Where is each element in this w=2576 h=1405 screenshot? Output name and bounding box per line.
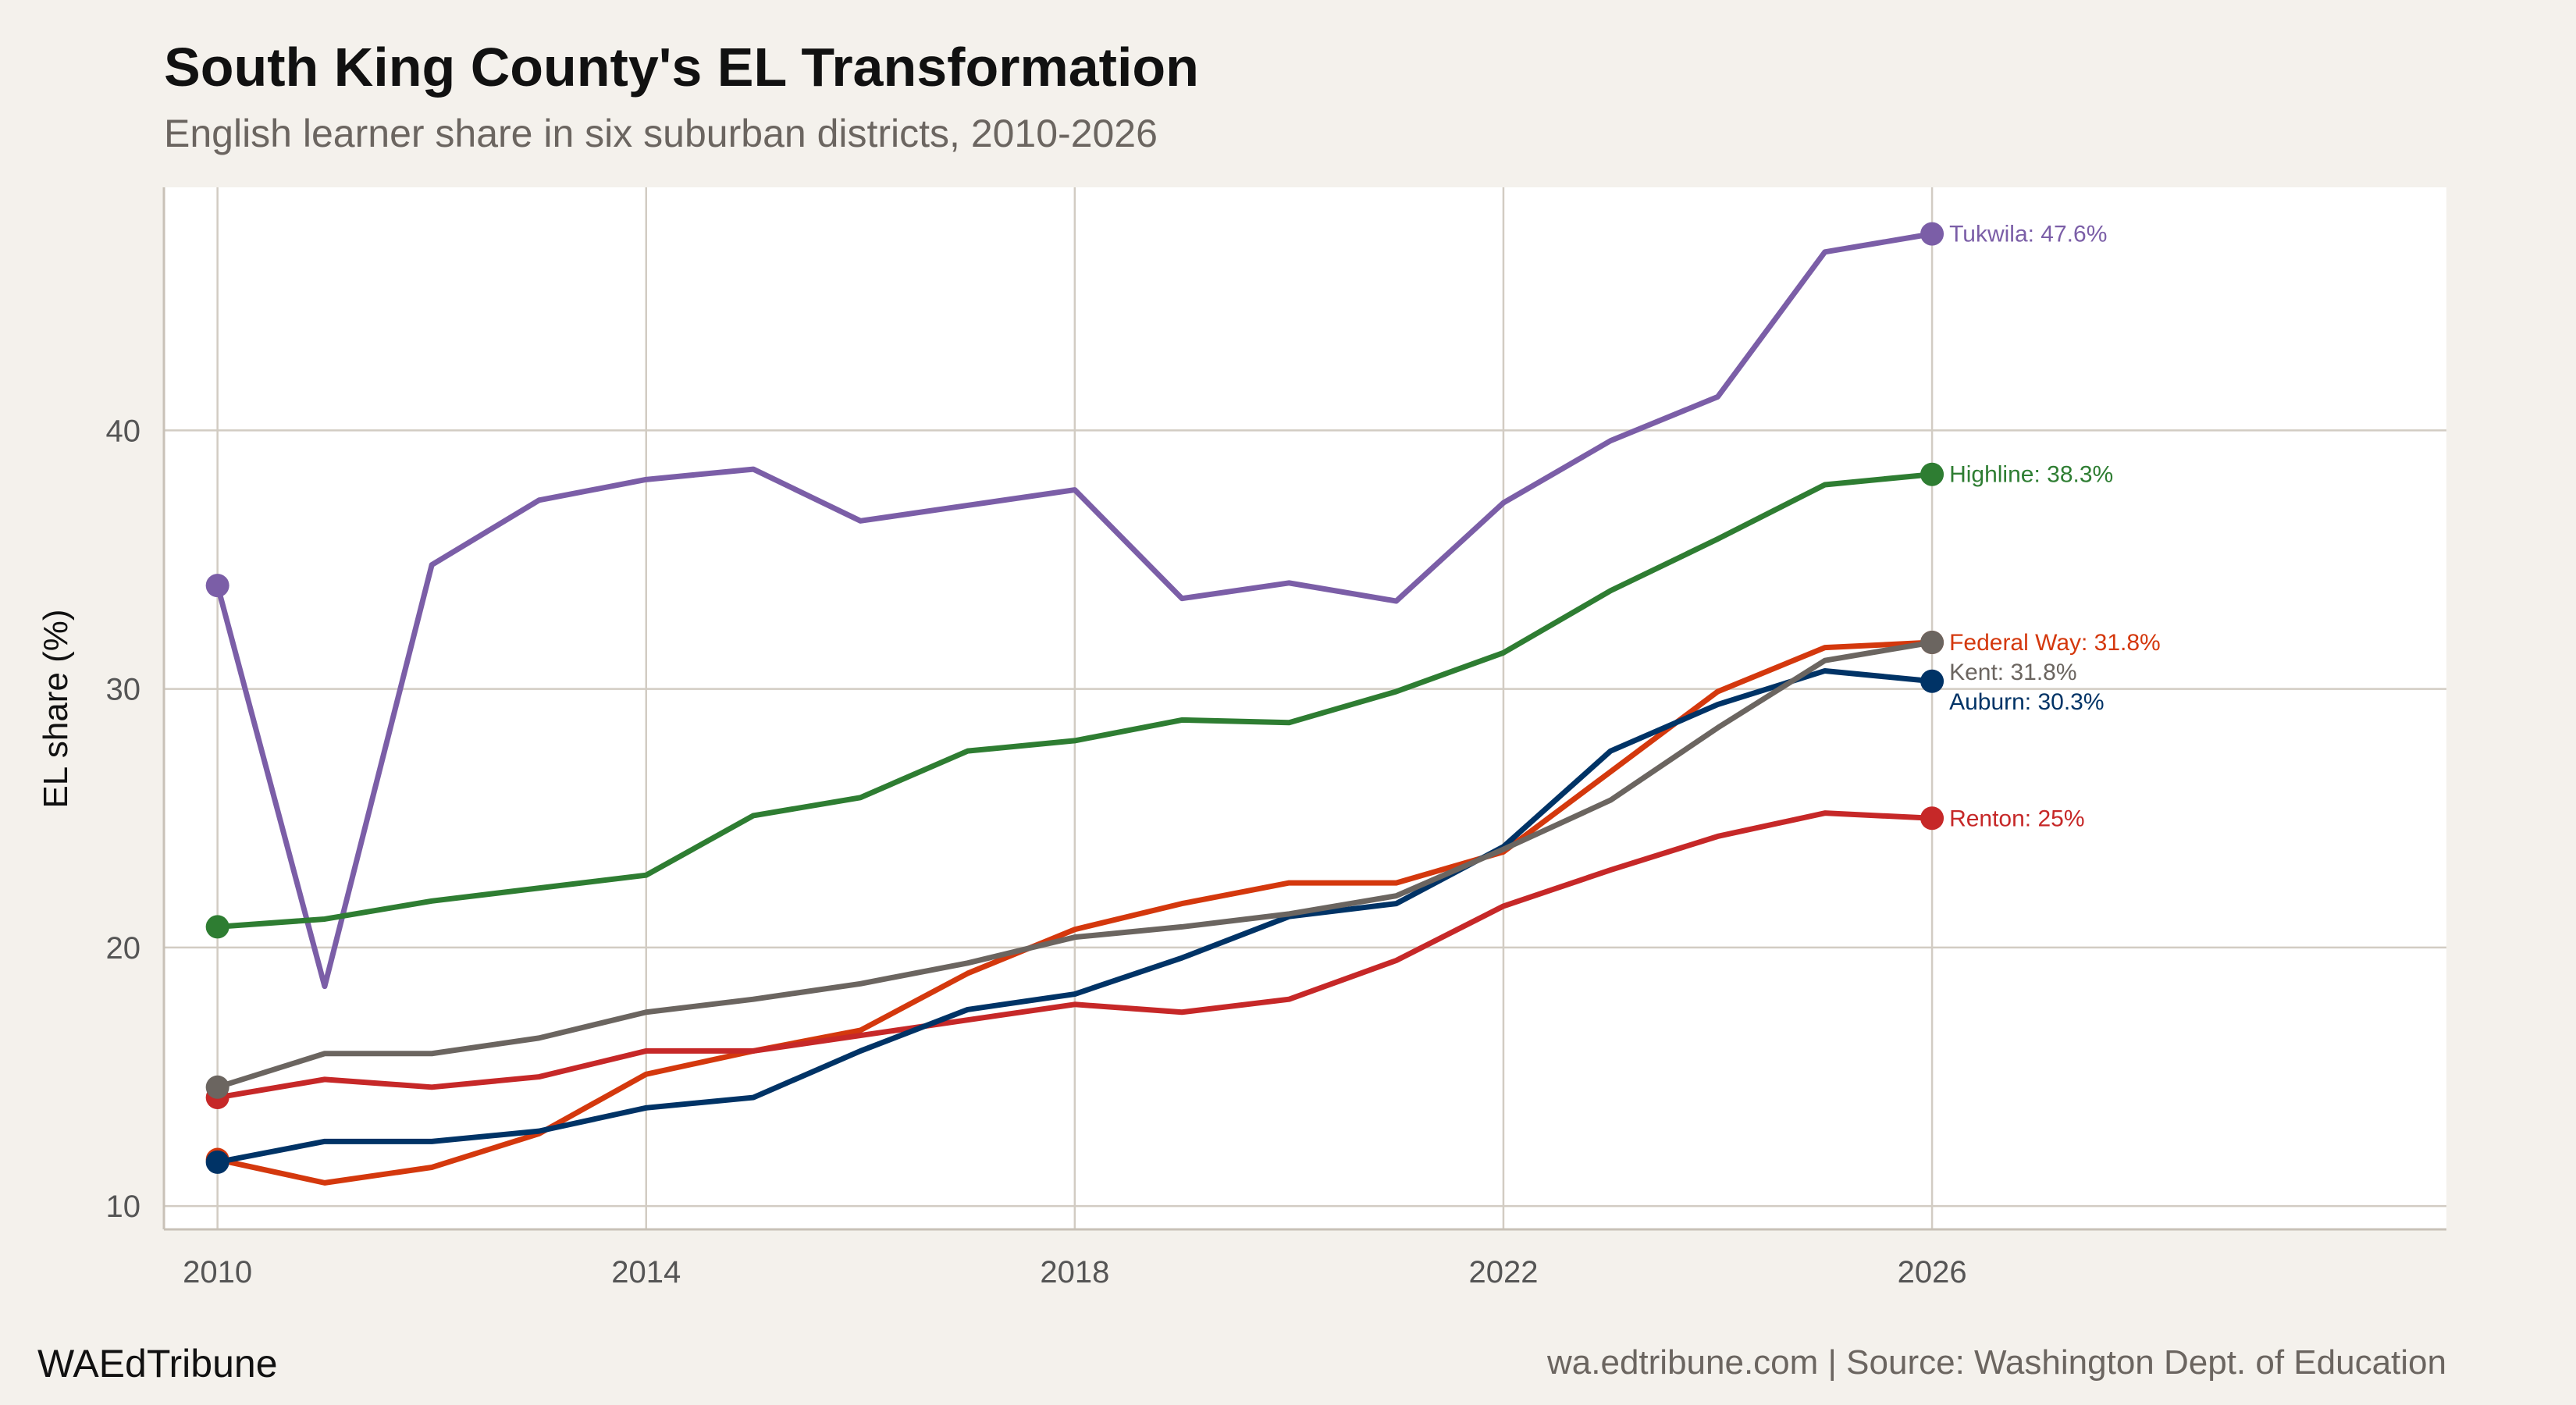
series-line — [217, 471, 1933, 930]
y-tick-label: 10 — [106, 1190, 141, 1224]
end-label: Tukwila: 47.6% — [1949, 222, 2107, 247]
end-label: Auburn: 30.3% — [1949, 689, 2104, 715]
series-highline — [205, 462, 1944, 939]
x-tick-label: 2014 — [611, 1255, 681, 1289]
end-label: Kent: 31.8% — [1949, 660, 2076, 685]
series-tukwila — [205, 222, 1944, 990]
plot-panel — [164, 187, 2446, 1229]
start-point — [205, 1075, 229, 1099]
gridlines — [164, 187, 2446, 1229]
series-lines — [205, 222, 1944, 1186]
end-label: Highline: 38.3% — [1949, 462, 2113, 488]
end-label: Federal Way: 31.8% — [1949, 630, 2161, 656]
end-point — [1920, 669, 1944, 693]
source-caption: wa.edtribune.com | Source: Washington De… — [1546, 1343, 2446, 1382]
end-point — [1920, 631, 1944, 655]
end-labels: Tukwila: 47.6% Highline: 38.3% Federal Way… — [1949, 222, 2161, 832]
tick-labels: 10 20 30 40 2010 2014 2018 2022 2026 — [106, 414, 1967, 1289]
end-label: Renton: 25% — [1949, 806, 2084, 831]
series-line — [216, 667, 1933, 1165]
x-tick-label: 2010 — [183, 1255, 252, 1289]
y-tick-label: 40 — [106, 414, 141, 448]
series-line — [217, 810, 1933, 1101]
chart-subtitle: English learner share in six suburban di… — [164, 112, 1158, 155]
series-auburn — [205, 667, 1944, 1174]
start-point — [205, 574, 229, 598]
chart-title: South King County's EL Transformation — [164, 37, 1199, 98]
series-kent — [205, 631, 1944, 1099]
end-point — [1920, 462, 1944, 486]
y-tick-label: 20 — [106, 931, 141, 966]
series-line — [216, 639, 1933, 1090]
start-point — [205, 1150, 229, 1174]
x-tick-label: 2018 — [1040, 1255, 1109, 1289]
end-point — [1920, 806, 1944, 831]
y-axis-label: EL share (%) — [37, 609, 75, 808]
series-line — [215, 231, 1933, 990]
x-tick-label: 2022 — [1468, 1255, 1538, 1289]
brand-label: WAEdTribune — [37, 1342, 278, 1385]
y-tick-label: 30 — [106, 673, 141, 707]
end-point — [1920, 222, 1944, 246]
start-point — [205, 915, 229, 939]
series-line — [216, 639, 1933, 1186]
x-tick-label: 2026 — [1898, 1255, 1967, 1289]
